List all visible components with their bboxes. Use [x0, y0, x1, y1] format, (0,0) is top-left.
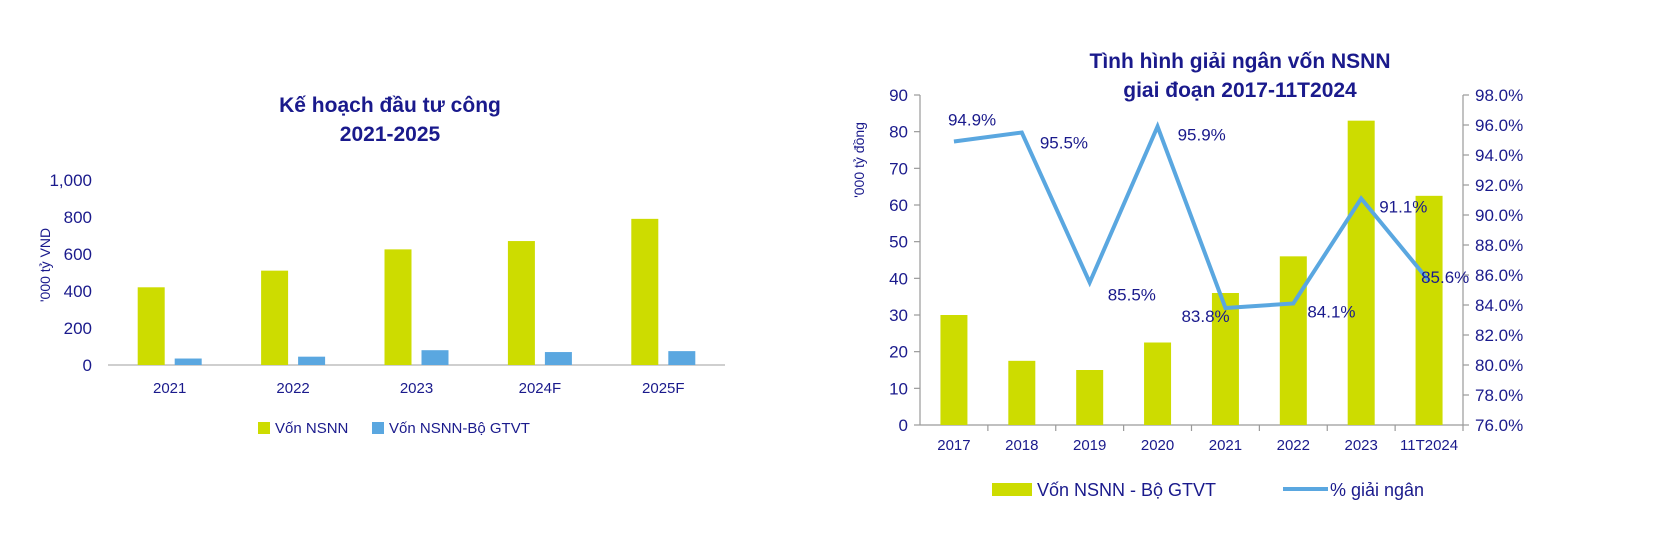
chart1-title-line1: Kế hoạch đầu tư công: [279, 94, 501, 117]
chart2-x-tick-label: 2018: [1005, 437, 1038, 454]
chart2-line-data-label: 95.9%: [1178, 126, 1226, 145]
chart2-bar-2021: [1211, 293, 1239, 425]
chart2-line-data-label: 85.6%: [1421, 268, 1469, 287]
chart1-bar-von-nsnn-bo-gtvt-2025f: [668, 351, 696, 365]
chart1-title-line2: 2021-2025: [340, 123, 441, 146]
chart1-x-tick-label: 2022: [276, 380, 309, 397]
chart2-y-tick-label: 10: [889, 379, 908, 398]
legend-label-von-nsnn-bo-gtvt-2: Vốn NSNN - Bộ GTVT: [1037, 480, 1216, 500]
chart2-x-tick-label: 2022: [1277, 437, 1310, 454]
chart2-y2-tick-label: 78.0%: [1475, 386, 1523, 405]
chart2-y2-tick-label: 76.0%: [1475, 416, 1523, 435]
chart1-legend: Vốn NSNN Vốn NSNN-Bộ GTVT: [258, 420, 530, 437]
chart1-y-tick-label: 200: [64, 319, 92, 338]
chart1-y-tick-label: 1,000: [49, 171, 92, 190]
chart1-bar-von-nsnn-2021: [137, 287, 165, 365]
chart1-bar-von-nsnn-2024f: [507, 241, 535, 365]
chart2-legend: Vốn NSNN - Bộ GTVT % giải ngân: [992, 480, 1424, 500]
chart1-x-tick-label: 2023: [400, 380, 433, 397]
chart2-y-tick-label: 0: [899, 416, 908, 435]
chart1-x-tick-label: 2021: [153, 380, 186, 397]
chart2-bar-2018: [1008, 360, 1036, 425]
chart2-x-tick-label: 11T2024: [1400, 437, 1458, 454]
chart2-x-tick-label: 2021: [1209, 437, 1242, 454]
chart2-y-tick-label: 30: [889, 306, 908, 325]
chart2-y2-tick-label: 80.0%: [1475, 356, 1523, 375]
legend-swatch-von-nsnn-bo-gtvt-2: [992, 483, 1032, 496]
chart2-line-data-label: 84.1%: [1307, 303, 1355, 322]
chart1-x-tick-label: 2024F: [519, 380, 562, 397]
chart2-line-data-label: 83.8%: [1181, 307, 1229, 326]
chart1-bar-von-nsnn-2025f: [631, 218, 659, 365]
chart1-bar-von-nsnn-bo-gtvt-2023: [421, 350, 449, 365]
chart2-y2-tick-label: 88.0%: [1475, 236, 1523, 255]
chart2-y-tick-label: 70: [889, 159, 908, 178]
legend-label-giai-ngan: % giải ngân: [1330, 480, 1424, 500]
chart2-x-ticks: 2017 2018 2019 2020 2021 2022 2023 11T2024: [937, 425, 1464, 454]
chart2-y-tick-label: 20: [889, 343, 908, 362]
chart2-y2-tick-label: 84.0%: [1475, 296, 1523, 315]
chart2-x-tick-label: 2017: [937, 437, 970, 454]
chart2-y2-tick-label: 96.0%: [1475, 116, 1523, 135]
chart2-bars: [940, 120, 1443, 426]
chart2-y-tick-label: 50: [889, 233, 908, 252]
chart2-line-data-label: 95.5%: [1040, 134, 1088, 153]
legend-label-von-nsnn-bo-gtvt: Vốn NSNN-Bộ GTVT: [389, 420, 530, 437]
legend-label-von-nsnn: Vốn NSNN: [275, 420, 348, 437]
chart2-x-tick-label: 2020: [1141, 437, 1174, 454]
legend-swatch-von-nsnn-bo-gtvt: [372, 422, 384, 434]
chart2-y2-tick-label: 82.0%: [1475, 326, 1523, 345]
chart2-y-tick-label: 60: [889, 196, 908, 215]
chart2-x-tick-label: 2019: [1073, 437, 1106, 454]
chart2-y-ticks: 0 10 20 30 40 50 60 70 80 90: [889, 86, 920, 435]
chart1-x-ticks: 2021 2022 2023 2024F 2025F: [153, 380, 685, 397]
chart1-bar-von-nsnn-2023: [384, 249, 412, 365]
chart2-title-line2: giai đoạn 2017-11T2024: [1123, 79, 1357, 102]
chart-ke-hoach-dau-tu-cong: Kế hoạch đầu tư công 2021-2025 '000 tỷ V…: [37, 94, 725, 437]
chart2-y-tick-label: 90: [889, 86, 908, 105]
chart1-y-axis-label: '000 tỷ VND: [37, 228, 53, 302]
chart1-bars: [137, 218, 696, 365]
chart2-bar-11t2024: [1415, 195, 1443, 425]
chart2-x-tick-label: 2023: [1345, 437, 1378, 454]
chart2-bar-2017: [940, 315, 968, 425]
chart1-bar-von-nsnn-bo-gtvt-2022: [298, 356, 326, 365]
chart2-title-line1: Tình hình giải ngân vốn NSNN: [1090, 50, 1391, 73]
chart1-bar-von-nsnn-2022: [261, 270, 289, 365]
chart2-y2-tick-label: 98.0%: [1475, 86, 1523, 105]
chart2-bar-2022: [1279, 256, 1307, 425]
chart2-y2-tick-label: 86.0%: [1475, 266, 1523, 285]
chart1-y-ticks: 0 200 400 600 800 1,000: [49, 171, 92, 375]
chart1-y-tick-label: 600: [64, 245, 92, 264]
chart-tinh-hinh-giai-ngan: Tình hình giải ngân vốn NSNN giai đoạn 2…: [851, 50, 1523, 500]
chart1-x-tick-label: 2025F: [642, 380, 685, 397]
chart2-line-data-label: 94.9%: [948, 111, 996, 130]
chart2-y-tick-label: 40: [889, 269, 908, 288]
chart2-line-data-label: 85.5%: [1108, 286, 1156, 305]
chart2-bar-2023: [1347, 120, 1375, 426]
chart2-y2-tick-label: 92.0%: [1475, 176, 1523, 195]
chart2-y2-tick-label: 90.0%: [1475, 206, 1523, 225]
chart1-bar-von-nsnn-bo-gtvt-2024f: [544, 352, 572, 365]
chart1-bar-von-nsnn-bo-gtvt-2021: [174, 358, 202, 365]
legend-swatch-von-nsnn: [258, 422, 270, 434]
chart2-y-axis-label: '000 tỷ đồng: [851, 122, 867, 198]
chart2-y2-tick-label: 94.0%: [1475, 146, 1523, 165]
chart2-y2-ticks: 76.0% 78.0% 80.0% 82.0% 84.0% 86.0% 88.0% 90.0%…: [1463, 86, 1523, 435]
chart2-bar-2019: [1076, 370, 1104, 425]
chart1-y-tick-label: 800: [64, 208, 92, 227]
chart1-y-tick-label: 0: [83, 356, 92, 375]
chart2-line: 94.9% 95.5% 85.5% 95.9% 83.8% 84.1% 91.1% 85.6%: [948, 111, 1469, 327]
chart2-line-giai-ngan: [953, 121, 1431, 311]
chart2-y-tick-label: 80: [889, 123, 908, 142]
chart1-y-tick-label: 400: [64, 282, 92, 301]
chart2-line-data-label: 91.1%: [1379, 198, 1427, 217]
chart2-bar-2020: [1144, 342, 1172, 425]
